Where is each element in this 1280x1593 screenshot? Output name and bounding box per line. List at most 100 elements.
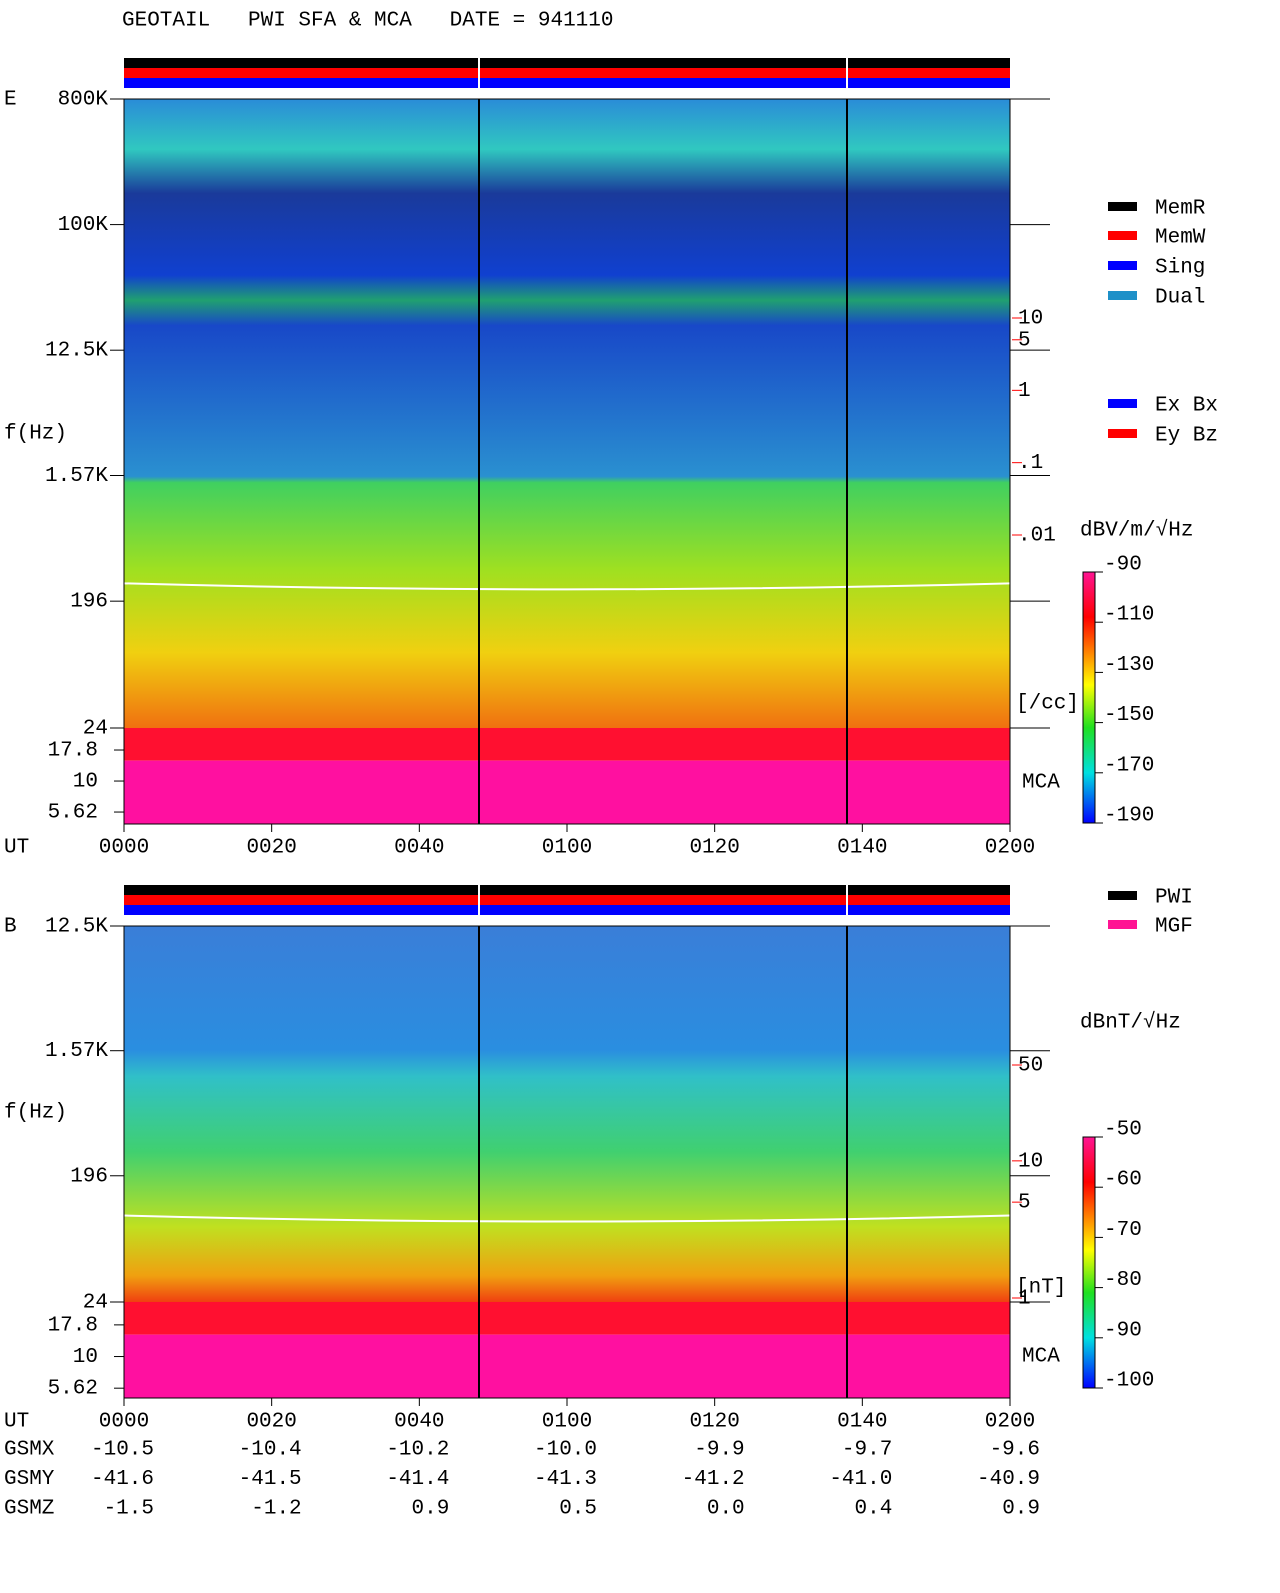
y-tick-label: 17.8	[48, 740, 98, 763]
x-axis-label: UT	[4, 837, 29, 860]
spectrogram-sfa	[124, 926, 1010, 1302]
x-tick-label: 0040	[394, 837, 444, 860]
colorbar-tick-label: -80	[1104, 1269, 1142, 1292]
colorbar-tick-label: -90	[1104, 1319, 1142, 1342]
orbit-value: -41.0	[829, 1468, 892, 1491]
orbit-value: -10.2	[386, 1439, 449, 1462]
x-tick-label: 0040	[394, 1411, 444, 1434]
orbit-value: -41.2	[682, 1468, 745, 1491]
orbit-value: -10.5	[91, 1439, 154, 1462]
orbit-value: 0.9	[412, 1498, 450, 1521]
colorbar	[1082, 1136, 1096, 1389]
colorbar-tick-label: -50	[1104, 1119, 1142, 1142]
cyclotron-line	[123, 1214, 1011, 1223]
y-tick-label: 1.57K	[45, 1040, 108, 1063]
y-tick-label: 12.5K	[45, 916, 108, 939]
colorbar-tick-label: -110	[1104, 604, 1154, 627]
density-tick-label: 10	[1018, 308, 1043, 331]
legend-label: Ey Bz	[1155, 425, 1218, 448]
x-tick-label: 0200	[985, 837, 1035, 860]
colorbar-tick-label: -130	[1104, 654, 1154, 677]
x-tick-label: 0100	[542, 837, 592, 860]
orbit-value: -1.5	[104, 1498, 154, 1521]
density-tick-label: .1	[1018, 452, 1043, 475]
y-tick-label: 196	[70, 591, 108, 614]
legend-label: MemR	[1155, 198, 1206, 221]
y-tick-label: 800K	[58, 89, 109, 112]
orbit-value: -41.5	[239, 1468, 302, 1491]
status-bar	[124, 58, 1010, 68]
panel-label: E	[4, 89, 17, 112]
spectrogram-sfa	[124, 99, 1010, 728]
x-tick-label: 0000	[99, 837, 149, 860]
y-tick-label: 196	[70, 1165, 108, 1188]
legend-swatch	[1108, 231, 1137, 240]
orbit-row-name: GSMY	[4, 1468, 55, 1491]
legend-swatch	[1108, 920, 1137, 929]
orbit-value: -10.0	[534, 1439, 597, 1462]
status-bar	[124, 905, 1010, 915]
spectrogram-mca	[124, 1334, 1010, 1398]
orbit-value: 0.5	[559, 1498, 597, 1521]
orbit-value: -9.7	[842, 1439, 892, 1462]
orbit-value: -10.4	[239, 1439, 302, 1462]
colorbar-tick-label: -90	[1104, 554, 1142, 577]
colorbar-tick-label: -100	[1104, 1370, 1154, 1393]
density-tick-label: 10	[1018, 1150, 1043, 1173]
density-tick-label: 5	[1018, 1192, 1031, 1215]
colorbar-tick-label: -190	[1104, 805, 1154, 828]
y-tick-label: 5.62	[48, 1378, 98, 1401]
x-tick-label: 0020	[246, 837, 296, 860]
legend-swatch	[1108, 291, 1137, 300]
title: GEOTAIL PWI SFA & MCA DATE = 941110	[122, 10, 613, 33]
mca-label: MCA	[1022, 1346, 1060, 1369]
x-tick-label: 0100	[542, 1411, 592, 1434]
legend-swatch	[1108, 261, 1137, 270]
x-tick-label: 0200	[985, 1411, 1035, 1434]
orbit-value: -41.6	[91, 1468, 154, 1491]
y-tick-label: 24	[83, 718, 108, 741]
legend-swatch	[1108, 429, 1137, 438]
orbit-value: 0.4	[855, 1498, 893, 1521]
legend-label: Ex Bx	[1155, 395, 1218, 418]
y-tick-label: 12.5K	[45, 340, 108, 363]
x-tick-label: 0120	[689, 837, 739, 860]
legend-swatch	[1108, 891, 1137, 900]
legend-swatch	[1108, 399, 1137, 408]
colorbar	[1082, 571, 1096, 824]
orbit-value: -9.6	[990, 1439, 1040, 1462]
orbit-value: 0.0	[707, 1498, 745, 1521]
colorbar-tick-label: -60	[1104, 1169, 1142, 1192]
x-tick-label: 0140	[837, 1411, 887, 1434]
density-tick-label: 1	[1018, 1288, 1031, 1311]
orbit-row-name: GSMX	[4, 1439, 55, 1462]
spectrogram-mca	[124, 728, 1010, 761]
colorbar-label: dBnT/√Hz	[1080, 1011, 1181, 1035]
x-tick-label: 0020	[246, 1411, 296, 1434]
legend-label: PWI	[1155, 887, 1193, 910]
density-tick-label: 50	[1018, 1055, 1043, 1078]
colorbar-tick-label: -150	[1104, 704, 1154, 727]
y-tick-label: 17.8	[48, 1314, 98, 1337]
x-tick-label: 0000	[99, 1411, 149, 1434]
legend-swatch	[1108, 202, 1137, 211]
panel-label: B	[4, 916, 17, 939]
status-bar	[124, 78, 1010, 88]
status-bar	[124, 895, 1010, 905]
x-axis-label: UT	[4, 1411, 29, 1434]
mca-label: MCA	[1022, 772, 1060, 795]
legend-label: MemW	[1155, 227, 1206, 250]
density-label: [/cc]	[1016, 693, 1079, 716]
orbit-value: -41.3	[534, 1468, 597, 1491]
density-tick-label: 1	[1018, 380, 1031, 403]
colorbar-tick-label: -70	[1104, 1219, 1142, 1242]
density-tick-label: .01	[1018, 525, 1056, 548]
y-tick-label: 24	[83, 1292, 108, 1315]
y-tick-label: 10	[73, 1346, 98, 1369]
orbit-value: -41.4	[386, 1468, 449, 1491]
legend-label: Dual	[1155, 287, 1205, 310]
density-tick-label: 5	[1018, 329, 1031, 352]
cyclotron-line	[123, 582, 1011, 591]
y-tick-label: 100K	[58, 214, 109, 237]
